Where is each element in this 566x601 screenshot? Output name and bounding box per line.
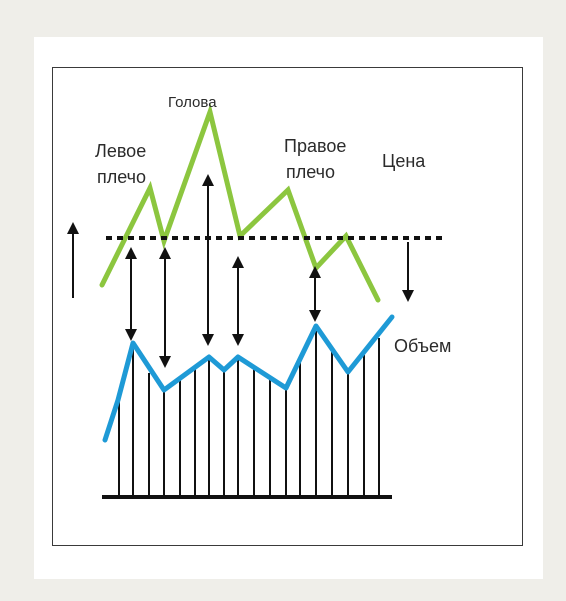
right-shoulder-label-line1: Правое (284, 136, 346, 156)
price-label: Цена (382, 151, 426, 171)
left-shoulder-label-line2: плечо (97, 167, 146, 187)
left-shoulder-label-line1: Левое (95, 141, 146, 161)
volume-label: Объем (394, 336, 451, 356)
volume-bars (118, 326, 380, 497)
right-shoulder-label-line2: плечо (286, 162, 335, 182)
volume-line (102, 314, 395, 443)
head-label: Голова (168, 94, 217, 111)
